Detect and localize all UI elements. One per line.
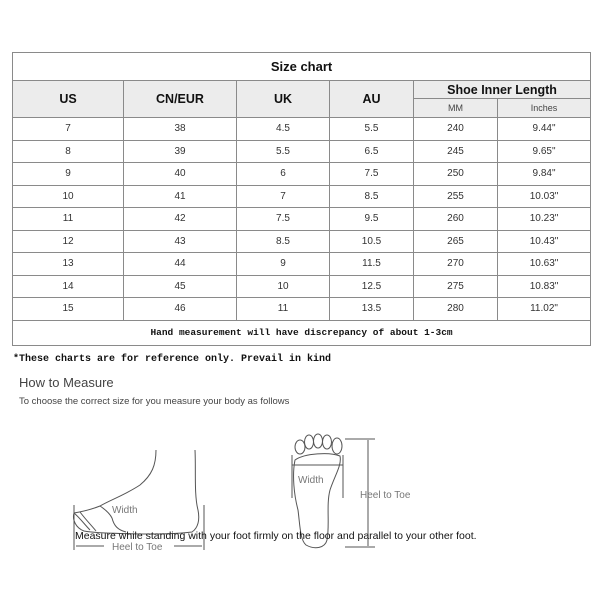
header-uk: UK: [236, 80, 330, 118]
header-cn-eur: CN/EUR: [123, 80, 237, 118]
subheader-mm: MM: [413, 98, 498, 118]
side-width-label: Width: [112, 505, 138, 516]
header-au: AU: [329, 80, 414, 118]
sole-foot-drawing: [291, 433, 375, 549]
cell-inches: 10.23": [496, 207, 592, 231]
cell-inches: 9.84": [496, 162, 592, 186]
sole-width-label: Width: [298, 475, 324, 486]
cell-uk: 5.5: [236, 139, 330, 163]
subheader-inches: Inches: [496, 98, 592, 118]
cell-cn-eur: 39: [123, 139, 237, 163]
table-row: 9 40 6 7.5 250 9.84": [12, 162, 592, 186]
sole-length-label: Heel to Toe: [360, 490, 411, 501]
cell-cn-eur: 41: [123, 184, 237, 208]
cell-uk: 4.5: [236, 117, 330, 141]
cell-cn-eur: 40: [123, 162, 237, 186]
cell-au: 8.5: [329, 184, 414, 208]
cell-mm: 255: [413, 184, 498, 208]
cell-au: 10.5: [329, 229, 414, 253]
cell-inches: 10.43": [496, 229, 592, 253]
header-shoe-inner-length: Shoe Inner Length: [412, 80, 592, 99]
reference-note: *These charts are for reference only. Pr…: [13, 354, 332, 365]
cell-inches: 10.03": [496, 184, 592, 208]
cell-inches: 9.44": [496, 117, 592, 141]
table-row: 12 43 8.5 10.5 265 10.43": [12, 229, 592, 253]
table-row: 11 42 7.5 9.5 260 10.23": [12, 207, 592, 231]
cell-us: 12: [12, 229, 124, 253]
side-foot-drawing: [73, 449, 205, 550]
cell-au: 5.5: [329, 117, 414, 141]
size-chart-table: Size chart US CN/EUR UK AU Shoe Inner Le…: [11, 52, 592, 346]
table-row: 8 39 5.5 6.5 245 9.65": [12, 139, 592, 163]
table-title: Size chart: [11, 52, 592, 81]
cell-au: 9.5: [329, 207, 414, 231]
how-to-measure-subtitle: To choose the correct size for you measu…: [19, 396, 290, 407]
table-row: 15 46 11 13.5 280 11.02": [12, 297, 592, 321]
cell-us: 10: [12, 184, 124, 208]
cell-inches: 9.65": [496, 139, 592, 163]
side-length-label: Heel to Toe: [112, 542, 163, 553]
measure-instruction: Measure while standing with your foot fi…: [75, 530, 477, 542]
how-to-measure-title: How to Measure: [19, 375, 114, 390]
measurement-note: Hand measurement will have discrepancy o…: [11, 319, 592, 346]
table-row: 14 45 10 12.5 275 10.83": [12, 274, 592, 298]
table-row: 7 38 4.5 5.5 240 9.44": [12, 117, 592, 141]
table-row: 13 44 9 11.5 270 10.63": [12, 252, 592, 276]
cell-us: 9: [12, 162, 124, 186]
table-row: 10 41 7 8.5 255 10.03": [12, 184, 592, 208]
